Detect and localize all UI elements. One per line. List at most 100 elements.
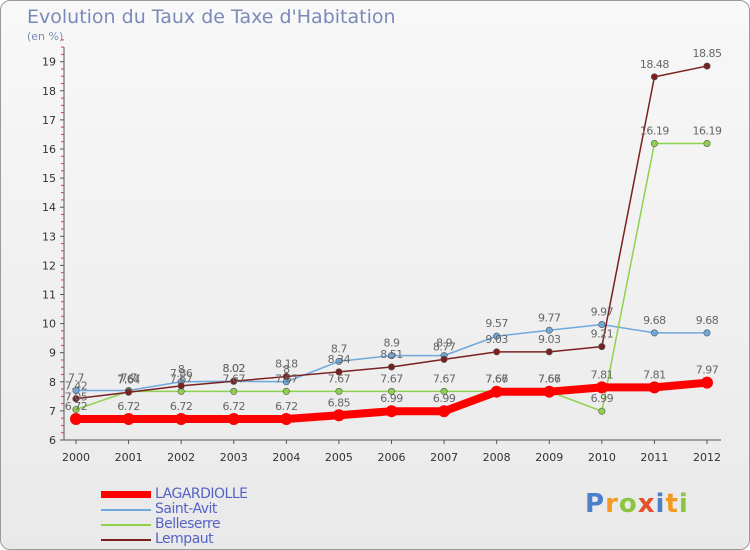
x-tick-label: 2012 <box>693 451 721 464</box>
legend-label: Saint-Avit <box>155 501 217 517</box>
data-point <box>598 407 606 415</box>
data-label: 6.72 <box>223 400 246 413</box>
data-point <box>598 343 606 351</box>
data-point <box>387 387 395 395</box>
data-label: 7.86 <box>170 367 193 380</box>
data-point <box>703 329 711 337</box>
data-point <box>493 348 501 356</box>
data-label: 8 <box>283 363 290 376</box>
data-label: 7.64 <box>117 373 140 386</box>
data-label: 7.67 <box>433 372 456 385</box>
y-tick-label: 10 <box>42 318 56 331</box>
series-saint-avit <box>72 320 711 395</box>
data-point <box>125 388 133 396</box>
data-point <box>335 357 343 365</box>
data-label: 6.85 <box>328 396 351 409</box>
data-label: 7.66 <box>538 373 561 386</box>
y-tick-label: 8 <box>49 376 56 389</box>
data-label: 9.03 <box>538 333 561 346</box>
y-tick-label: 6 <box>49 434 56 447</box>
data-point <box>332 409 345 422</box>
y-tick-label: 17 <box>42 114 56 127</box>
data-point <box>385 405 398 418</box>
brand-letter: x <box>637 489 656 519</box>
labels-lagardiolle: 6.72 6.72 6.72 6.72 6.72 6.85 6.99 6.99 7.66 7.66… <box>65 364 719 413</box>
data-label: 6.99 <box>433 392 456 405</box>
data-label: 8.34 <box>328 353 351 366</box>
data-point <box>72 405 80 413</box>
data-label: 8.77 <box>433 340 456 353</box>
data-point <box>701 376 713 389</box>
x-tick-label: 2000 <box>62 451 90 464</box>
data-label: 8.02 <box>223 362 246 375</box>
y-tick-label: 7 <box>49 405 56 418</box>
unit-label: (en %) <box>27 30 64 43</box>
series-lempaut <box>72 62 711 403</box>
y-tick-label: 13 <box>42 230 56 243</box>
data-point <box>595 381 608 394</box>
data-label: 7.67 <box>223 372 246 385</box>
data-point <box>280 413 293 426</box>
labels-belleserre: 7.05 7.67 7.67 7.67 7.67 7.67 7.67 7.67 7.67 7.67… <box>65 124 723 405</box>
data-label: 7.67 <box>328 372 351 385</box>
brand-logo: Proxiti <box>585 489 689 519</box>
x-tick-label: 2005 <box>325 451 353 464</box>
y-tick-label: 9 <box>49 347 56 360</box>
data-point <box>282 373 290 381</box>
data-label: 18.85 <box>693 47 722 60</box>
legend-swatch <box>101 491 151 498</box>
data-label: 8.9 <box>436 337 452 350</box>
data-point <box>703 62 711 70</box>
data-label: 7.67 <box>170 372 193 385</box>
data-label: 7.67 <box>380 372 403 385</box>
data-point <box>545 348 553 356</box>
y-tick-label: 19 <box>42 56 56 69</box>
data-point <box>650 329 658 337</box>
x-tick-label: 2009 <box>535 451 563 464</box>
y-tick-label: 14 <box>42 201 56 214</box>
data-point <box>70 413 82 426</box>
brand-letter: r <box>605 489 619 519</box>
data-point <box>493 332 501 340</box>
data-label: 9.03 <box>485 333 508 346</box>
data-label: 7.67 <box>117 372 140 385</box>
data-label: 7.67 <box>485 372 508 385</box>
data-label: 18.48 <box>640 58 669 71</box>
y-tick-label: 18 <box>42 85 56 98</box>
data-label: 9.21 <box>591 328 614 341</box>
legend-label: Lempaut <box>155 531 214 547</box>
y-tick-label: 11 <box>42 289 56 302</box>
data-label: 7.05 <box>65 390 88 403</box>
legend-swatch <box>101 524 151 526</box>
data-label: 8.02 <box>223 362 246 375</box>
data-label: 9.77 <box>538 311 561 324</box>
data-point <box>72 395 80 403</box>
data-label: 7.81 <box>591 368 614 381</box>
data-label: 16.19 <box>693 124 722 137</box>
chart-title: Evolution du Taux de Taxe d'Habitation <box>27 6 396 28</box>
data-label: 6.72 <box>170 400 193 413</box>
data-point <box>438 405 451 418</box>
data-point <box>230 387 238 395</box>
data-point <box>387 363 395 371</box>
data-label: 8.18 <box>275 358 298 371</box>
data-label: 8.7 <box>331 342 347 355</box>
x-tick-label: 2003 <box>220 451 248 464</box>
data-point <box>122 413 135 426</box>
data-label: 9.97 <box>591 305 614 318</box>
data-point <box>650 139 658 147</box>
x-tick-label: 2008 <box>483 451 511 464</box>
x-tick-label: 2007 <box>430 451 458 464</box>
data-label: 6.99 <box>380 392 403 405</box>
data-label: 6.72 <box>275 400 298 413</box>
data-point <box>335 387 343 395</box>
data-label: 16.19 <box>640 124 669 137</box>
data-label: 7.66 <box>485 373 508 386</box>
data-label: 6.72 <box>117 400 140 413</box>
brand-letter: t <box>665 489 679 519</box>
x-tick-label: 2010 <box>588 451 616 464</box>
data-point <box>545 326 553 334</box>
legend-label: Belleserre <box>155 516 221 532</box>
legend-swatch <box>101 509 151 511</box>
